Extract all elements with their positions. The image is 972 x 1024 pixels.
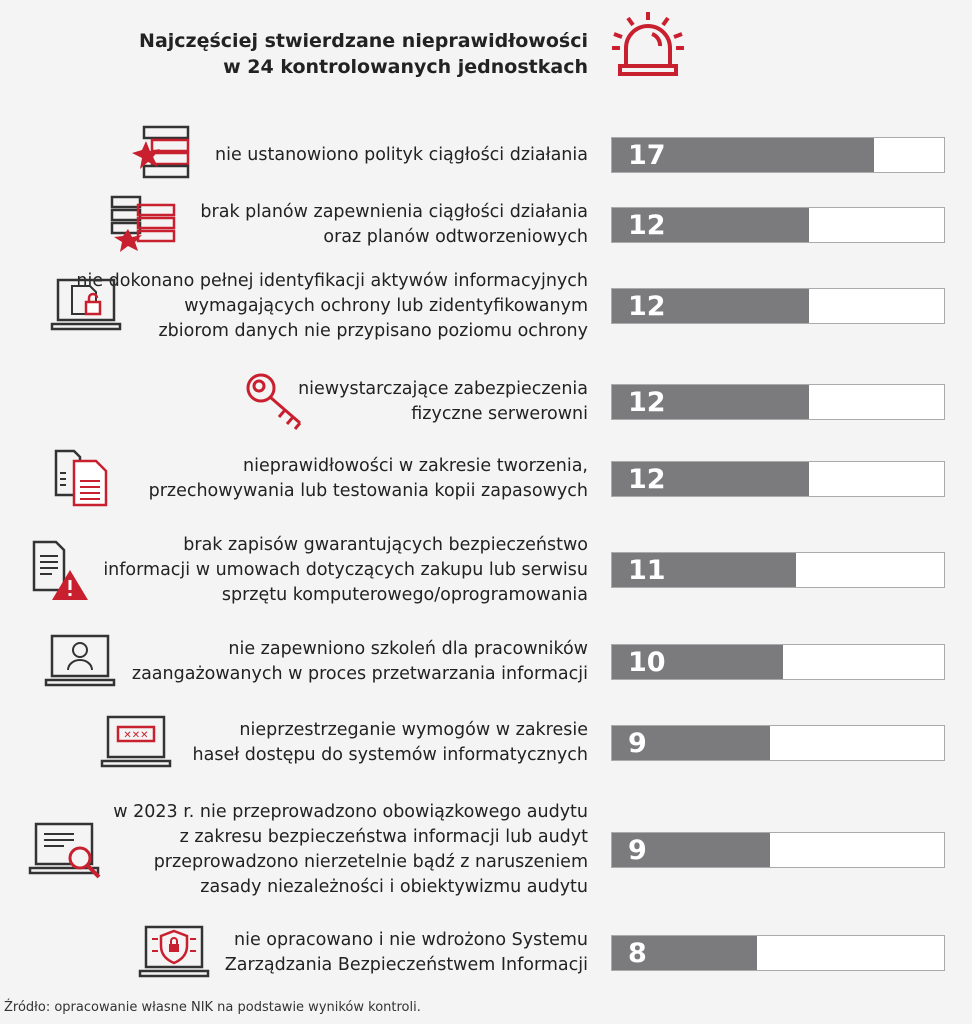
bar-track: 12 xyxy=(611,384,945,420)
category-label-line: brak planów zapewnienia ciągłości działa… xyxy=(200,202,588,222)
category-label-line: informacji w umowach dotyczących zakupu … xyxy=(103,559,588,580)
bar-track: 12 xyxy=(611,288,945,324)
siren-icon xyxy=(612,12,684,76)
bar-fill xyxy=(612,462,809,496)
title-line: Najczęściej stwierdzane nieprawidłowości xyxy=(139,30,588,52)
bar-track: 12 xyxy=(611,461,945,497)
servers-burst-icon xyxy=(110,195,176,252)
category-label: brak planów zapewnienia ciągłości działa… xyxy=(200,200,588,250)
laptop-user-icon xyxy=(44,634,116,687)
category-label-line: zaangażowanych w proces przetwarzania in… xyxy=(131,664,588,684)
category-label-line: nieprzestrzeganie wymogów w zakresie xyxy=(239,720,588,740)
category-label-line: przechowywania lub testowania kopii zapa… xyxy=(148,481,588,501)
category-label-line: zbiorom danych nie przypisano poziomu oc… xyxy=(158,320,588,341)
category-label-line: nie zapewniono szkoleń dla pracowników xyxy=(228,639,588,659)
title-line: w 24 kontrolowanych jednostkach xyxy=(223,56,588,78)
bar-fill xyxy=(612,289,809,323)
category-label: nieprawidłowości w zakresie tworzenia, pr… xyxy=(149,454,588,504)
document-copy-icon xyxy=(54,449,108,507)
category-label-line: nie dokonano pełnej identyfikacji aktywó… xyxy=(76,270,588,291)
svg-text:✕✕✕: ✕✕✕ xyxy=(123,730,148,741)
category-label: brak zapisów gwarantujących bezpieczeńst… xyxy=(103,533,588,608)
category-label: nie ustanowiono polityk ciągłości działa… xyxy=(215,143,588,168)
bar-value: 10 xyxy=(628,647,666,678)
category-label: niewystarczające zabezpieczenia fizyczne … xyxy=(298,377,588,427)
bar-value: 12 xyxy=(628,291,666,322)
category-label-line: sprzętu komputerowego/oprogramowania xyxy=(221,584,588,605)
bar-value: 8 xyxy=(628,938,647,969)
bar-fill xyxy=(612,138,874,172)
bar-fill xyxy=(612,936,757,970)
bar-fill xyxy=(612,645,783,679)
category-label-line: z zakresu bezpieczeństwa informacji lub … xyxy=(179,827,588,847)
bar-value: 17 xyxy=(628,140,666,171)
category-label: nie dokonano pełnej identyfikacji aktywó… xyxy=(76,269,588,344)
chart-title: Najczęściej stwierdzane nieprawidłowości… xyxy=(139,28,588,80)
category-label-line: oraz planów odtworzeniowych xyxy=(323,227,588,247)
bar-track: 10 xyxy=(611,644,945,680)
laptop-lock-icon xyxy=(50,278,122,331)
bar-track: 12 xyxy=(611,207,945,243)
bar-value: 12 xyxy=(628,387,666,418)
category-label-line: przeprowadzono nierzetelnie bądź z narus… xyxy=(153,852,588,872)
category-label-line: nie opracowano i nie wdrożono Systemu xyxy=(234,930,588,950)
bar-value: 11 xyxy=(628,555,666,586)
laptop-shield-icon xyxy=(138,925,210,978)
category-label-line: w 2023 r. nie przeprowadzono obowiązkowe… xyxy=(113,802,588,822)
bar-fill xyxy=(612,553,796,587)
bar-fill xyxy=(612,833,770,867)
key-icon xyxy=(246,373,302,430)
bar-value: 9 xyxy=(628,835,647,866)
bar-fill xyxy=(612,208,809,242)
category-label-line: wymagających ochrony lub zidentyfikowany… xyxy=(184,295,588,316)
bar-track: 9 xyxy=(611,725,945,761)
category-label: nie zapewniono szkoleń dla pracowników za… xyxy=(132,637,588,687)
source-note: Źródło: opracowanie własne NIK na podsta… xyxy=(4,1000,421,1015)
bar-track: 17 xyxy=(611,137,945,173)
bar-track: 8 xyxy=(611,935,945,971)
category-label-line: nieprawidłowości w zakresie tworzenia, xyxy=(243,456,588,476)
category-label: w 2023 r. nie przeprowadzono obowiązkowe… xyxy=(113,800,588,900)
bar-fill xyxy=(612,726,770,760)
category-label-line: nie ustanowiono polityk ciągłości działa… xyxy=(215,144,588,165)
bar-fill xyxy=(612,385,809,419)
bar-value: 9 xyxy=(628,728,647,759)
category-label-line: fizyczne serwerowni xyxy=(411,404,588,424)
category-label-line: zasady niezależności i obiektywizmu audy… xyxy=(200,877,588,897)
bar-track: 11 xyxy=(611,552,945,588)
laptop-magnifier-icon xyxy=(28,822,101,879)
document-warning-icon xyxy=(32,540,88,600)
category-label: nie opracowano i nie wdrożono Systemu Zar… xyxy=(225,928,588,978)
category-label-line: haseł dostępu do systemów informatycznyc… xyxy=(192,745,588,765)
bar-value: 12 xyxy=(628,464,666,495)
bar-value: 12 xyxy=(628,210,666,241)
category-label-line: brak zapisów gwarantujących bezpieczeńst… xyxy=(183,534,588,555)
server-burst-icon xyxy=(132,125,190,179)
bar-track: 9 xyxy=(611,832,945,868)
laptop-password-icon: ✕✕✕ xyxy=(100,715,172,768)
category-label-line: Zarządzania Bezpieczeństwem Informacji xyxy=(224,955,588,975)
category-label-line: niewystarczające zabezpieczenia xyxy=(298,379,588,399)
category-label: nieprzestrzeganie wymogów w zakresie hase… xyxy=(193,718,588,768)
